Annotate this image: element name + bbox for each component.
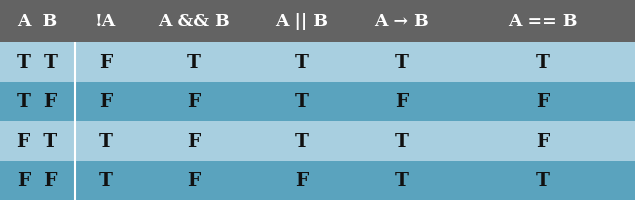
Text: T: T <box>98 171 113 189</box>
Text: A → B: A → B <box>374 13 429 30</box>
Bar <box>0 82 635 122</box>
Text: F: F <box>187 132 200 150</box>
Bar <box>0 161 635 200</box>
Text: F  F: F F <box>18 171 57 189</box>
Text: F  T: F T <box>17 132 58 150</box>
Bar <box>0 43 635 82</box>
Text: T  F: T F <box>17 93 58 111</box>
Text: T: T <box>394 54 409 72</box>
Text: A && B: A && B <box>158 13 229 30</box>
Text: !A: !A <box>95 13 116 30</box>
Text: T: T <box>394 171 409 189</box>
Text: T: T <box>295 132 309 150</box>
Text: F: F <box>99 93 112 111</box>
Text: T: T <box>295 54 309 72</box>
Text: F: F <box>537 132 549 150</box>
Text: F: F <box>187 93 200 111</box>
Text: T: T <box>394 132 409 150</box>
Text: A || B: A || B <box>275 13 328 30</box>
Bar <box>0 121 635 161</box>
Text: T: T <box>187 54 201 72</box>
Text: F: F <box>295 171 308 189</box>
Text: F: F <box>395 93 408 111</box>
Text: F: F <box>537 93 549 111</box>
Text: T: T <box>295 93 309 111</box>
Text: T  T: T T <box>17 54 58 72</box>
Text: F: F <box>99 54 112 72</box>
Text: F: F <box>187 171 200 189</box>
Text: A  B: A B <box>17 13 58 30</box>
Text: T: T <box>536 171 550 189</box>
Bar <box>0 0 635 43</box>
Text: T: T <box>98 132 113 150</box>
Text: A == B: A == B <box>508 13 578 30</box>
Text: T: T <box>536 54 550 72</box>
